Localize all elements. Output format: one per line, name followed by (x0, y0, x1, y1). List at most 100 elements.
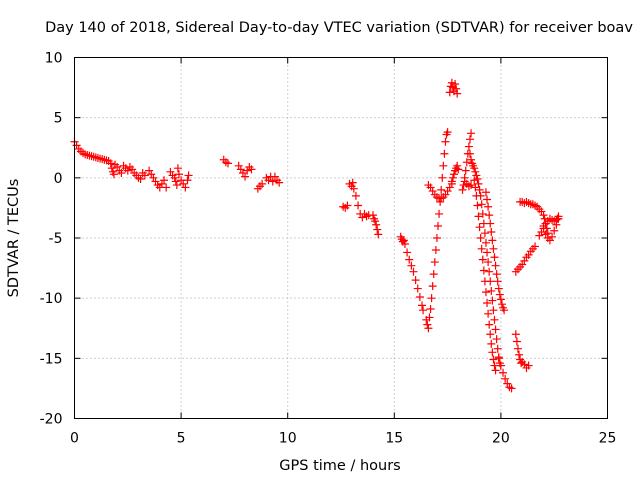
data-point (371, 217, 380, 226)
data-point (98, 155, 107, 164)
data-point (535, 231, 544, 240)
data-point (500, 306, 509, 315)
data-point (441, 137, 450, 146)
data-point (550, 226, 559, 235)
data-point (147, 170, 156, 179)
data-point (472, 191, 481, 200)
data-point (505, 383, 514, 392)
x-tick-labels: 0 5 10 15 20 25 (70, 431, 616, 447)
data-point (181, 183, 190, 192)
data-point (489, 355, 498, 364)
data-point (431, 246, 440, 255)
data-point (445, 88, 454, 97)
data-point (464, 142, 473, 151)
y-tick-label: 10 (45, 51, 63, 67)
data-point (493, 277, 502, 286)
y-tick-label: -10 (40, 291, 63, 307)
data-point (448, 173, 457, 182)
data-point (373, 225, 382, 234)
data-point (100, 155, 109, 164)
data-point (399, 236, 408, 245)
data-point (492, 335, 501, 344)
data-point (419, 306, 428, 315)
data-point (485, 320, 494, 329)
data-point (109, 170, 118, 179)
data-point (268, 177, 277, 186)
data-point (465, 149, 474, 158)
data-point (183, 176, 192, 185)
data-point (87, 152, 96, 161)
data-point (472, 171, 481, 180)
data-point (484, 309, 493, 318)
data-point (354, 201, 363, 210)
data-point (453, 89, 462, 98)
data-point (453, 161, 462, 170)
data-point (485, 211, 494, 220)
data-point (471, 183, 480, 192)
data-point (432, 234, 441, 242)
data-point (489, 244, 498, 253)
data-point (174, 170, 183, 179)
data-point (494, 354, 503, 363)
data-point (476, 234, 485, 242)
data-point (451, 79, 460, 88)
data-point (477, 244, 486, 253)
data-point (440, 149, 449, 158)
data-point (524, 361, 533, 370)
data-point (445, 183, 454, 192)
data-point (467, 129, 476, 138)
data-point (478, 209, 487, 218)
data-point (467, 155, 476, 164)
data-point (415, 292, 424, 301)
data-point (490, 253, 499, 262)
data-point (91, 153, 100, 162)
data-point (499, 368, 508, 377)
data-point (501, 374, 510, 383)
data-point (511, 330, 520, 339)
data-point (426, 304, 435, 313)
data-point (483, 248, 492, 257)
y-tick-label: -15 (40, 351, 63, 367)
data-point (507, 384, 516, 393)
data-point (449, 170, 458, 179)
data-point (483, 298, 492, 307)
data-point (411, 276, 420, 285)
data-point (554, 214, 563, 223)
data-point (270, 172, 279, 181)
data-point (372, 220, 381, 229)
data-point (434, 221, 443, 230)
y-tick-label: 5 (54, 111, 63, 127)
data-point (488, 296, 497, 305)
y-axis-title: SDTVAR / TECUs (6, 179, 22, 298)
data-point (487, 339, 496, 348)
data-point (400, 240, 409, 249)
data-point (481, 238, 490, 247)
data-point (418, 301, 427, 310)
data-point (413, 284, 422, 293)
data-point (247, 165, 256, 174)
x-tick-label: 0 (70, 431, 79, 447)
data-point (162, 183, 171, 192)
data-point (117, 169, 126, 178)
data-point (83, 150, 92, 159)
data-point (349, 184, 358, 193)
data-point (170, 173, 179, 182)
data-point (487, 227, 496, 236)
data-point (106, 159, 115, 168)
data-point (503, 379, 512, 388)
data-point (351, 191, 360, 200)
data-point (479, 266, 488, 275)
data-point (488, 236, 497, 245)
data-point (437, 185, 446, 194)
data-point (438, 173, 447, 182)
data-point (374, 230, 383, 239)
data-point (484, 258, 493, 267)
data-point (436, 197, 445, 206)
x-tick-label: 20 (492, 431, 510, 447)
data-point (89, 152, 98, 161)
data-point (234, 161, 243, 170)
data-point (552, 215, 561, 224)
data-point (470, 176, 479, 185)
data-point (471, 167, 480, 176)
